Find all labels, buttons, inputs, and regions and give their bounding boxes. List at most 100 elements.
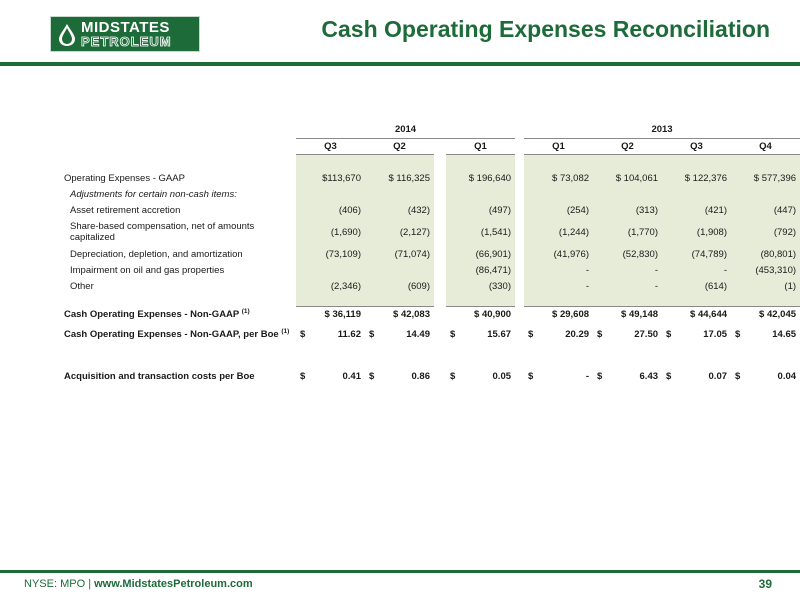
currency-symbol: $	[450, 328, 456, 340]
page-title: Cash Operating Expenses Reconciliation	[321, 16, 770, 42]
page-number: 39	[758, 577, 772, 591]
currency-symbol: $	[735, 370, 741, 382]
table-cell: (453,310)	[731, 262, 800, 278]
table-row: Adjustments for certain non-cash items:	[60, 186, 800, 202]
table-cell: $0.04	[735, 370, 797, 382]
table-cell: (80,801)	[731, 246, 800, 262]
table-row: Operating Expenses - GAAP $113,670 $ 116…	[60, 170, 800, 186]
table-row: Other (2,346) (609) (330) - - (614) (1)	[60, 278, 800, 294]
table-cell: $27.50	[597, 328, 659, 340]
table-cell: $20.29	[528, 328, 590, 340]
quarter-header: Q1	[524, 138, 594, 155]
quarter-header: Q4	[731, 138, 800, 155]
table-cell: $ 122,376	[662, 170, 732, 186]
currency-symbol: $	[369, 328, 375, 340]
table-cell: $11.62	[300, 328, 361, 340]
row-label: Adjustments for certain non-cash items:	[70, 188, 237, 200]
table-row: Impairment on oil and gas properties (86…	[60, 262, 800, 278]
quarter-header: Q3	[662, 138, 732, 155]
table-cell: (792)	[731, 218, 800, 246]
table-cell: (1,690)	[296, 218, 365, 246]
table-cell: (1)	[731, 278, 800, 294]
table-cell: -	[524, 278, 594, 294]
table-cell: (41,976)	[524, 246, 594, 262]
table-cell: $14.49	[369, 328, 430, 340]
table-cell: $ 29,608	[524, 305, 594, 322]
reconciliation-table: 2014 2013 Q3 Q2 Q1 Q1 Q2 Q3 Q4 Operating…	[60, 122, 800, 384]
currency-symbol: $	[528, 370, 534, 382]
table-cell: (73,109)	[296, 246, 365, 262]
reconciliation-table-container: 2014 2013 Q3 Q2 Q1 Q1 Q2 Q3 Q4 Operating…	[60, 122, 800, 384]
table-cell: $ 73,082	[524, 170, 594, 186]
table-cell: (52,830)	[593, 246, 663, 262]
table-cell: $0.86	[369, 370, 430, 382]
table-cell: $ 42,045	[731, 305, 800, 322]
logo-text-petroleum: PETROLEUM	[81, 34, 172, 49]
table-cell: $17.05	[666, 328, 728, 340]
table-cell: (2,127)	[365, 218, 434, 246]
footer-divider	[0, 570, 800, 573]
table-cell: $15.67	[450, 328, 512, 340]
currency-symbol: $	[597, 328, 603, 340]
table-cell: $ 49,148	[593, 305, 663, 322]
table-cell: (313)	[593, 202, 663, 218]
table-cell: -	[593, 262, 663, 278]
ticker-symbol: NYSE: MPO	[24, 578, 86, 590]
row-label: Share-based compensation, net of amounts…	[70, 221, 255, 243]
table-cell: $ -	[528, 370, 590, 382]
slide-header: MIDSTATES PETROLEUM Cash Operating Expen…	[0, 0, 800, 62]
table-cell: (609)	[365, 278, 434, 294]
row-label: Acquisition and transaction costs per Bo…	[64, 370, 255, 382]
currency-symbol: $	[666, 328, 672, 340]
currency-symbol: $	[450, 370, 456, 382]
quarter-header: Q2	[365, 138, 434, 155]
website-link[interactable]: www.MidstatesPetroleum.com	[94, 578, 253, 590]
currency-symbol: $	[369, 370, 375, 382]
table-row: Depreciation, depletion, and amortizatio…	[60, 246, 800, 262]
table-cell: (86,471)	[446, 262, 516, 278]
table-cell: $0.05	[450, 370, 512, 382]
currency-symbol: $	[300, 370, 306, 382]
table-cell: (1,770)	[593, 218, 663, 246]
table-cell: $ 44,644	[662, 305, 732, 322]
table-row-non-gaap-total: Cash Operating Expenses - Non-GAAP (1) $…	[60, 305, 800, 322]
table-cell: (330)	[446, 278, 516, 294]
table-cell: (432)	[365, 202, 434, 218]
year-header-2014: 2014	[296, 122, 516, 139]
footnote-marker: (1)	[281, 327, 290, 335]
footer-separator: |	[88, 578, 92, 590]
spacer-row	[60, 294, 800, 306]
table-cell: $14.65	[735, 328, 797, 340]
table-cell: (497)	[446, 202, 516, 218]
table-cell: $ 36,119	[296, 305, 365, 322]
table-cell: (421)	[662, 202, 732, 218]
currency-symbol: $	[735, 328, 741, 340]
table-row-per-boe: Cash Operating Expenses - Non-GAAP, per …	[60, 322, 800, 346]
quarter-header: Q3	[296, 138, 365, 155]
table-cell: $0.41	[300, 370, 361, 382]
currency-symbol: $	[528, 328, 534, 340]
table-cell: $113,670	[296, 170, 365, 186]
table-cell: (66,901)	[446, 246, 516, 262]
currency-symbol: $	[666, 370, 672, 382]
table-cell: $ 196,640	[446, 170, 516, 186]
table-row-acquisition: Acquisition and transaction costs per Bo…	[60, 368, 800, 384]
row-label: Asset retirement accretion	[70, 204, 181, 216]
table-cell: (614)	[662, 278, 732, 294]
year-header-2013: 2013	[524, 122, 800, 139]
table-cell: $ 40,900	[446, 305, 516, 322]
row-label: Operating Expenses - GAAP	[64, 172, 185, 184]
logo-text-midstates: MIDSTATES	[81, 19, 170, 36]
table-cell: (1,541)	[446, 218, 516, 246]
table-cell: $6.43	[597, 370, 659, 382]
table-cell: $0.07	[666, 370, 728, 382]
table-cell	[296, 262, 365, 278]
oil-drop-icon	[59, 24, 75, 46]
row-label: Cash Operating Expenses - Non-GAAP, per …	[64, 327, 290, 340]
table-cell: (71,074)	[365, 246, 434, 262]
table-cell: $ 104,061	[593, 170, 663, 186]
row-label: Impairment on oil and gas properties	[70, 264, 225, 276]
table-row: Asset retirement accretion (406) (432) (…	[60, 202, 800, 218]
table-cell: (1,244)	[524, 218, 594, 246]
table-cell: (74,789)	[662, 246, 732, 262]
